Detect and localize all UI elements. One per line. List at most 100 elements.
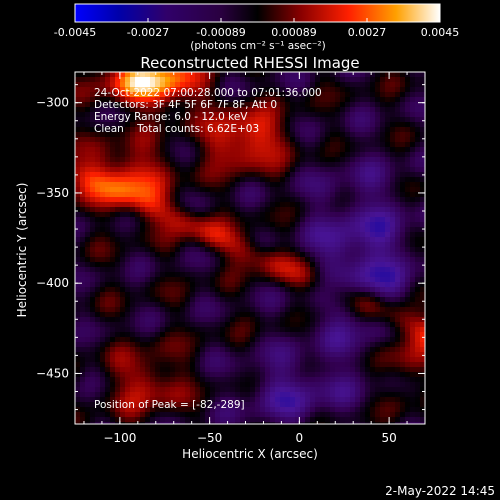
- heatmap-cell: [105, 237, 111, 243]
- heatmap-cell: [170, 177, 176, 183]
- heatmap-cell: [85, 302, 91, 308]
- heatmap-cell: [175, 377, 181, 383]
- heatmap-cell: [160, 172, 166, 178]
- heatmap-cell: [210, 207, 216, 213]
- heatmap-cell: [315, 132, 321, 138]
- heatmap-cell: [400, 247, 406, 253]
- heatmap-cell: [105, 397, 111, 403]
- heatmap-cell: [420, 362, 425, 368]
- heatmap-cell: [205, 382, 211, 388]
- heatmap-cell: [370, 347, 376, 353]
- heatmap-cell: [300, 147, 306, 153]
- heatmap-cell: [330, 117, 336, 123]
- heatmap-cell: [220, 147, 226, 153]
- heatmap-cell: [165, 347, 171, 353]
- heatmap-cell: [115, 287, 121, 293]
- heatmap-cell: [350, 282, 356, 288]
- heatmap-cell: [275, 117, 281, 123]
- heatmap-cell: [85, 327, 91, 333]
- heatmap-cell: [165, 392, 171, 398]
- heatmap-cell: [215, 407, 221, 413]
- heatmap-cell: [360, 397, 366, 403]
- heatmap-cell: [270, 187, 276, 193]
- heatmap-cell: [285, 322, 291, 328]
- heatmap-cell: [260, 147, 266, 153]
- heatmap-cell: [210, 147, 216, 153]
- heatmap-cell: [420, 152, 425, 158]
- heatmap-cell: [215, 92, 221, 98]
- heatmap-cell: [355, 252, 361, 258]
- heatmap-cell: [375, 362, 381, 368]
- heatmap-cell: [285, 247, 291, 253]
- heatmap-cell: [205, 372, 211, 378]
- heatmap-cell: [190, 312, 196, 318]
- heatmap-cell: [100, 87, 106, 93]
- heatmap-cell: [190, 257, 196, 263]
- heatmap-cell: [400, 397, 406, 403]
- heatmap-cell: [320, 272, 326, 278]
- heatmap-cell: [295, 412, 301, 418]
- heatmap-cell: [225, 152, 231, 158]
- heatmap-cell: [290, 412, 296, 418]
- heatmap-cell: [75, 312, 81, 318]
- heatmap-cell: [240, 117, 246, 123]
- heatmap-cell: [325, 72, 331, 78]
- heatmap-cell: [235, 197, 241, 203]
- heatmap-cell: [360, 277, 366, 283]
- heatmap-cell: [90, 137, 96, 143]
- heatmap-cell: [110, 157, 116, 163]
- heatmap-cell: [420, 337, 425, 343]
- heatmap-cell: [415, 107, 421, 113]
- heatmap-cell: [180, 182, 186, 188]
- heatmap-cell: [110, 72, 116, 78]
- heatmap-cell: [280, 397, 286, 403]
- heatmap-cell: [75, 367, 81, 373]
- heatmap-cell: [410, 257, 416, 263]
- heatmap-cell: [120, 202, 126, 208]
- heatmap-cell: [265, 387, 271, 393]
- heatmap-cell: [280, 127, 286, 133]
- heatmap-cell: [255, 387, 261, 393]
- heatmap-cell: [235, 172, 241, 178]
- heatmap-cell: [210, 167, 216, 173]
- heatmap-cell: [155, 262, 161, 268]
- heatmap-cell: [395, 117, 401, 123]
- heatmap-cell: [80, 417, 86, 423]
- heatmap-cell: [160, 407, 166, 413]
- heatmap-cell: [355, 87, 361, 93]
- heatmap-cell: [135, 342, 141, 348]
- heatmap-cell: [155, 402, 161, 408]
- heatmap-cell: [170, 217, 176, 223]
- heatmap-cell: [375, 367, 381, 373]
- heatmap-cell: [160, 267, 166, 273]
- heatmap-cell: [115, 372, 121, 378]
- heatmap-cell: [245, 102, 251, 108]
- heatmap-cell: [85, 217, 91, 223]
- heatmap-cell: [225, 257, 231, 263]
- heatmap-cell: [305, 202, 311, 208]
- heatmap-cell: [250, 87, 256, 93]
- heatmap-cell: [360, 147, 366, 153]
- heatmap-cell: [280, 387, 286, 393]
- heatmap-cell: [320, 312, 326, 318]
- heatmap-cell: [205, 152, 211, 158]
- heatmap-cell: [85, 272, 91, 278]
- heatmap-cell: [370, 222, 376, 228]
- heatmap-cell: [355, 387, 361, 393]
- heatmap-cell: [330, 342, 336, 348]
- heatmap-cell: [115, 132, 121, 138]
- heatmap-cell: [420, 127, 425, 133]
- heatmap-cell: [395, 87, 401, 93]
- heatmap-cell: [290, 112, 296, 118]
- heatmap-cell: [400, 227, 406, 233]
- heatmap-cell: [295, 212, 301, 218]
- heatmap-cell: [175, 227, 181, 233]
- heatmap-cell: [285, 87, 291, 93]
- heatmap-cell: [245, 357, 251, 363]
- heatmap-cell: [185, 162, 191, 168]
- heatmap-cell: [365, 87, 371, 93]
- heatmap-cell: [160, 347, 166, 353]
- heatmap-cell: [80, 112, 86, 118]
- heatmap-cell: [100, 117, 106, 123]
- heatmap-cell: [165, 122, 171, 128]
